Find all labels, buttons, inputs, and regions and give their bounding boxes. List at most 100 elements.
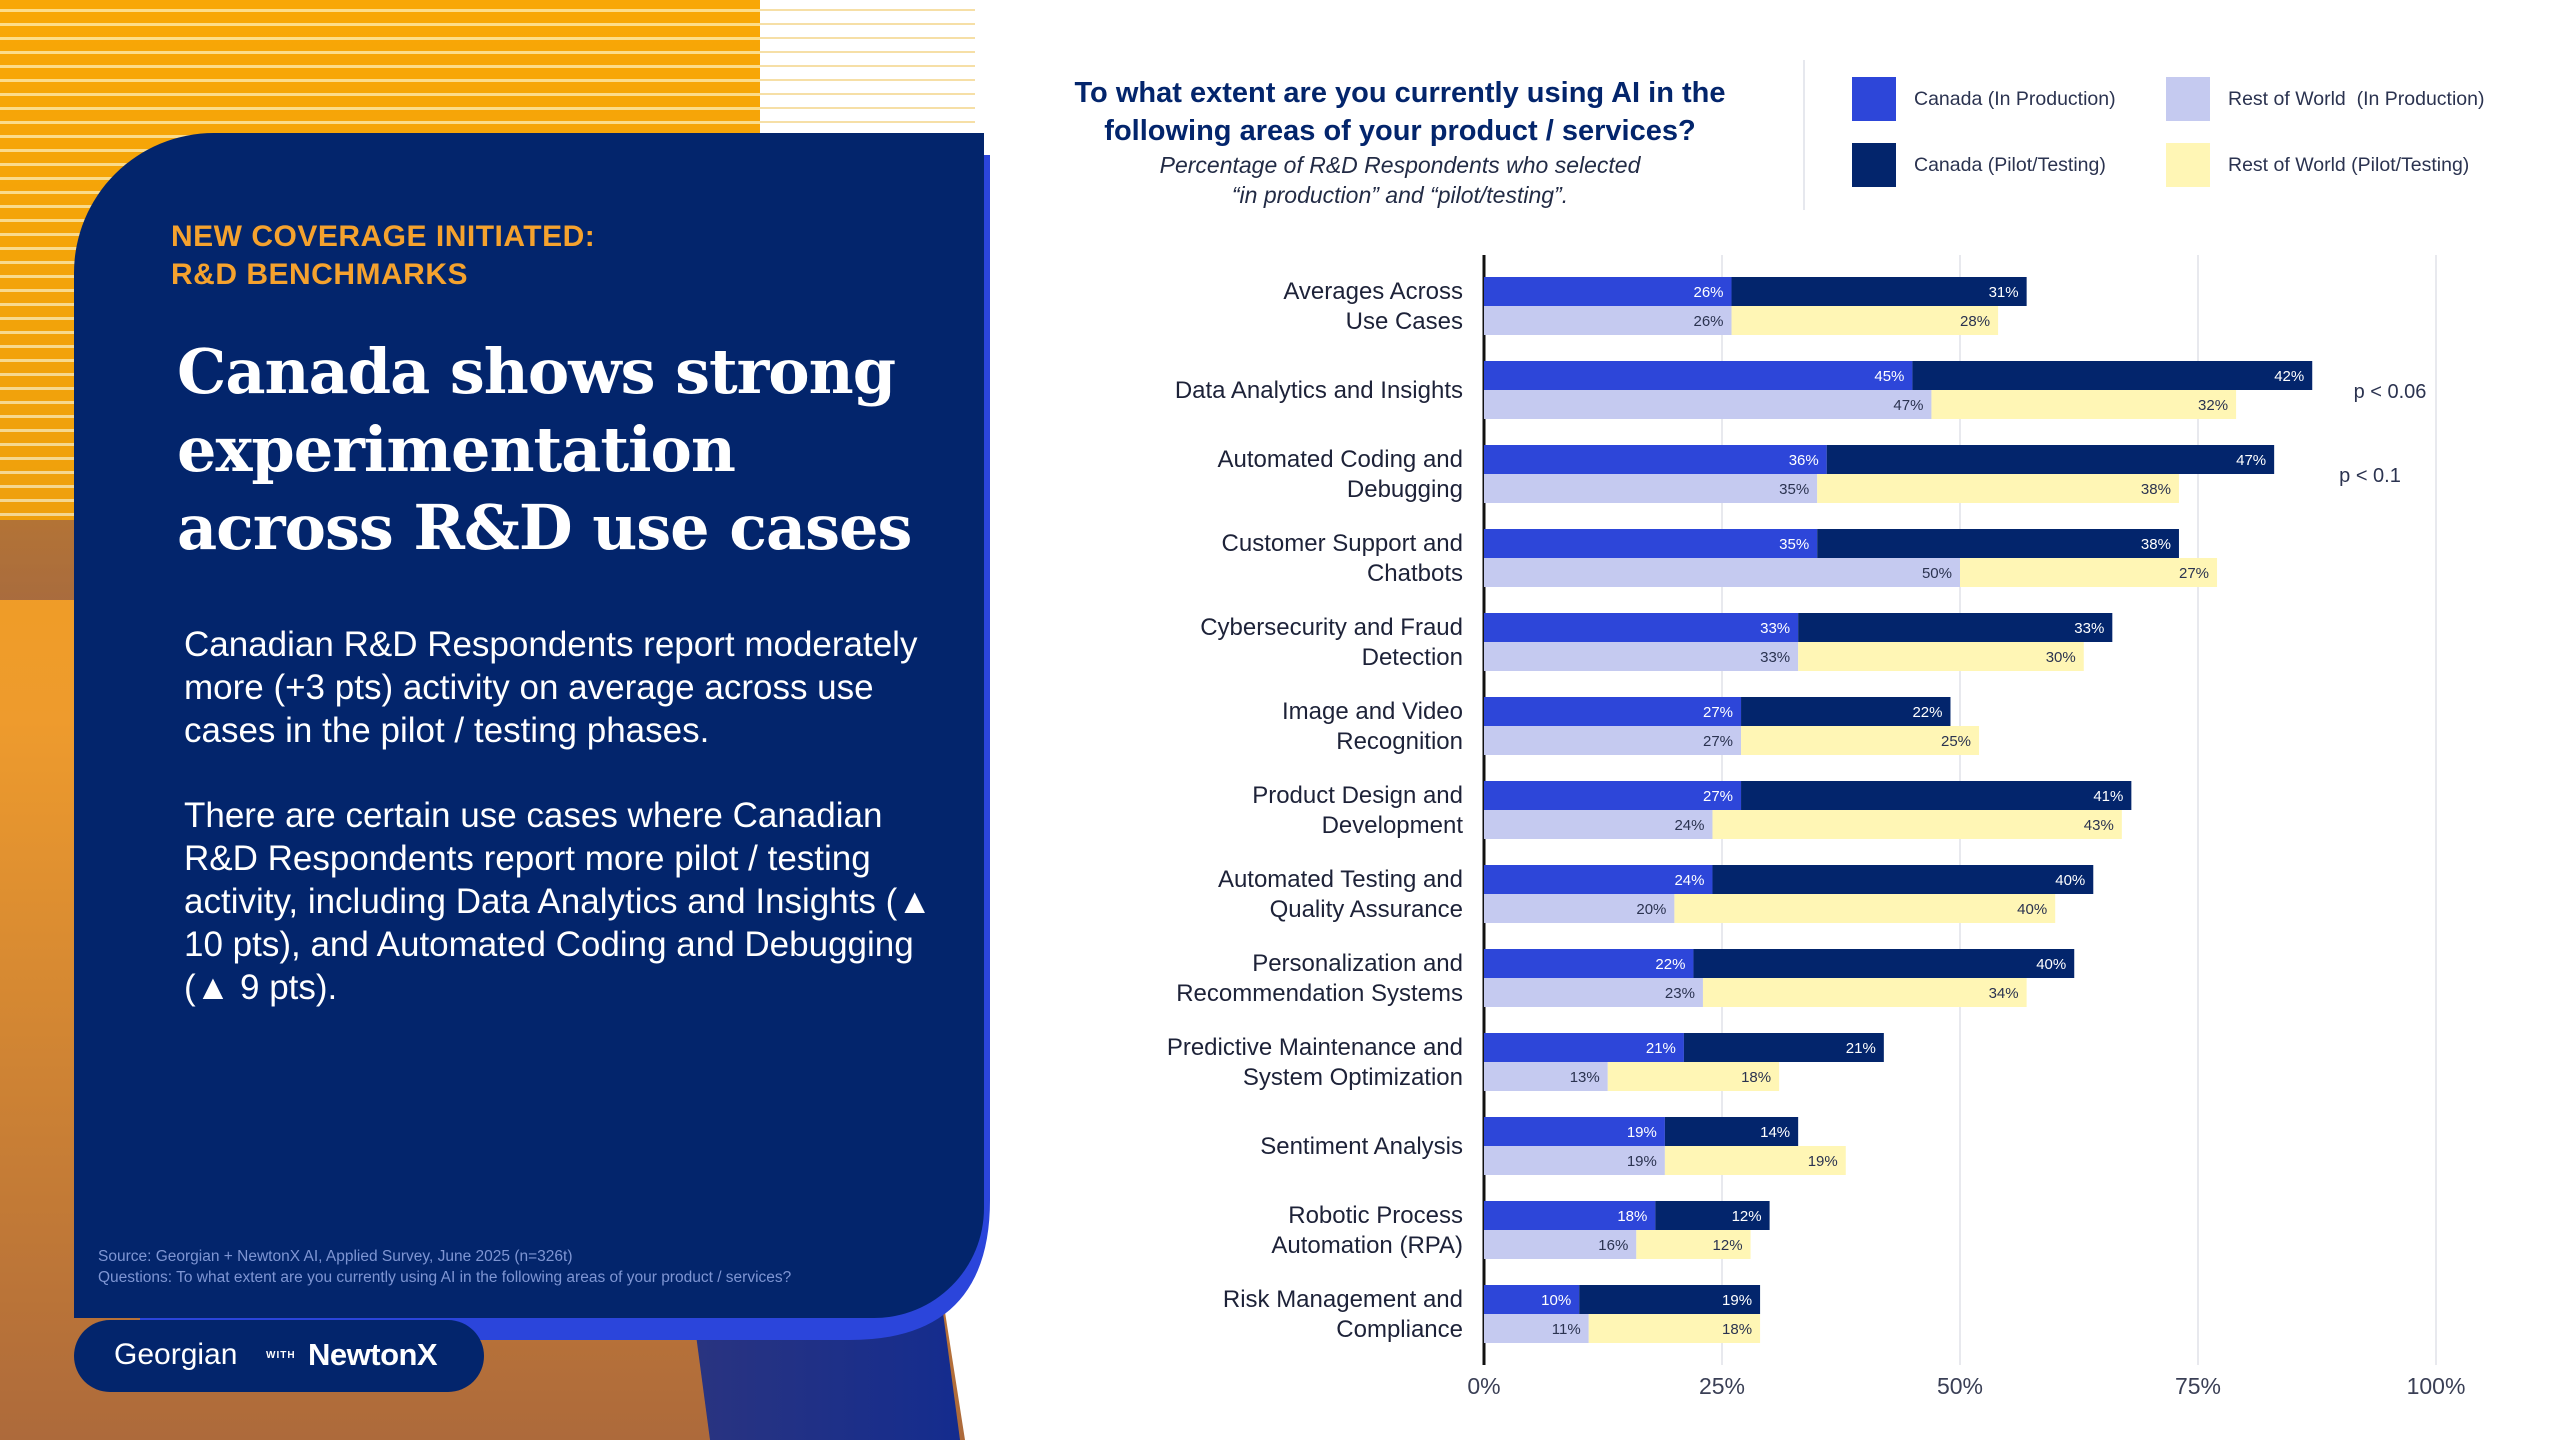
category-label: Development bbox=[1322, 812, 1464, 839]
bar-row-pilot bbox=[1664, 1146, 1846, 1175]
legend-label: Canada (In Production) bbox=[1914, 88, 2116, 110]
bar-canada-pilot bbox=[1693, 949, 2075, 978]
data-label-row-production: 26% bbox=[1693, 313, 1723, 330]
data-label-canada-production: 33% bbox=[1760, 620, 1790, 637]
legend-label: Rest of World (Pilot/Testing) bbox=[2228, 154, 2470, 176]
bar-canada-production bbox=[1484, 1201, 1656, 1230]
data-label-row-pilot: 25% bbox=[1941, 733, 1971, 750]
significance-annotation: p < 0.06 bbox=[2354, 381, 2427, 403]
category-label: Predictive Maintenance and bbox=[1167, 1034, 1463, 1061]
bar-canada-pilot bbox=[1683, 1033, 1884, 1062]
bar-canada-production bbox=[1484, 445, 1827, 474]
data-label-row-production: 20% bbox=[1636, 901, 1666, 918]
data-label-canada-production: 27% bbox=[1703, 704, 1733, 721]
category-label: Recognition bbox=[1336, 728, 1463, 755]
bar-row-pilot bbox=[1702, 978, 2027, 1007]
legend-swatch bbox=[2166, 77, 2210, 121]
bar-row-pilot bbox=[1588, 1314, 1761, 1343]
category-label: Automated Testing and bbox=[1218, 866, 1463, 893]
data-label-canada-production: 22% bbox=[1655, 956, 1685, 973]
bar-row-production bbox=[1484, 642, 1799, 671]
bar-canada-production bbox=[1484, 277, 1732, 306]
category-label: Product Design and bbox=[1252, 782, 1463, 809]
bar-row-pilot bbox=[1960, 558, 2218, 587]
x-tick-label: 75% bbox=[2175, 1373, 2221, 1399]
source-line: Source: Georgian + NewtonX AI, Applied S… bbox=[98, 1248, 573, 1265]
data-label-row-production: 13% bbox=[1570, 1069, 1600, 1086]
data-label-row-pilot: 40% bbox=[2017, 901, 2047, 918]
x-tick-label: 0% bbox=[1467, 1373, 1500, 1399]
data-label-canada-pilot: 42% bbox=[2274, 368, 2304, 385]
bar-row-production bbox=[1484, 1146, 1665, 1175]
bar-canada-pilot bbox=[1741, 781, 2132, 810]
data-label-canada-production: 24% bbox=[1674, 872, 1704, 889]
category-label: Averages Across bbox=[1283, 278, 1463, 305]
bar-row-production bbox=[1484, 1062, 1608, 1091]
data-label-canada-production: 10% bbox=[1541, 1292, 1571, 1309]
bar-row-production bbox=[1484, 390, 1932, 419]
data-label-canada-production: 36% bbox=[1789, 452, 1819, 469]
bar-row-pilot bbox=[1636, 1230, 1751, 1259]
bar-row-production bbox=[1484, 474, 1818, 503]
bar-row-pilot bbox=[1607, 1062, 1780, 1091]
data-label-row-production: 16% bbox=[1598, 1237, 1628, 1254]
bar-canada-pilot bbox=[1826, 445, 2275, 474]
bar-row-pilot bbox=[1798, 642, 2084, 671]
bar-canada-pilot bbox=[1912, 361, 2313, 390]
legend-label: Canada (Pilot/Testing) bbox=[1914, 154, 2106, 176]
data-label-canada-pilot: 31% bbox=[1989, 284, 2019, 301]
bar-canada-pilot bbox=[1817, 529, 2179, 558]
bar-row-pilot bbox=[1674, 894, 2056, 923]
bar-canada-production bbox=[1484, 697, 1742, 726]
data-label-canada-pilot: 12% bbox=[1732, 1208, 1762, 1225]
chart-title: To what extent are you currently using A… bbox=[1074, 77, 1726, 147]
category-label: Risk Management and bbox=[1223, 1286, 1463, 1313]
data-label-row-pilot: 18% bbox=[1722, 1321, 1752, 1338]
summary-paragraph-1: Canadian R&D Respondents report moderate… bbox=[184, 625, 918, 750]
significance-annotation: p < 0.1 bbox=[2339, 465, 2401, 487]
bar-canada-pilot bbox=[1798, 613, 2113, 642]
data-label-row-pilot: 34% bbox=[1989, 985, 2019, 1002]
bar-canada-pilot bbox=[1655, 1201, 1770, 1230]
data-label-canada-pilot: 40% bbox=[2036, 956, 2066, 973]
bar-row-pilot bbox=[1731, 306, 1999, 335]
data-label-row-pilot: 38% bbox=[2141, 481, 2171, 498]
data-label-canada-pilot: 14% bbox=[1760, 1124, 1790, 1141]
bar-canada-pilot bbox=[1664, 1117, 1799, 1146]
bar-canada-production bbox=[1484, 781, 1742, 810]
category-label: Personalization and bbox=[1252, 950, 1463, 977]
data-label-row-pilot: 18% bbox=[1741, 1069, 1771, 1086]
category-label: System Optimization bbox=[1243, 1064, 1463, 1091]
category-label: Sentiment Analysis bbox=[1260, 1133, 1463, 1160]
bar-row-production bbox=[1484, 894, 1675, 923]
data-label-canada-pilot: 21% bbox=[1846, 1040, 1876, 1057]
data-label-canada-pilot: 41% bbox=[2093, 788, 2123, 805]
data-label-row-production: 11% bbox=[1552, 1321, 1581, 1338]
newtonx-logo: NewtonX bbox=[308, 1337, 438, 1372]
data-label-row-pilot: 27% bbox=[2179, 565, 2209, 582]
data-label-canada-production: 35% bbox=[1779, 536, 1809, 553]
page-title: Canada shows strong experimentation acro… bbox=[177, 335, 912, 564]
data-label-row-production: 24% bbox=[1674, 817, 1704, 834]
category-label: Chatbots bbox=[1367, 560, 1463, 587]
legend-swatch bbox=[2166, 143, 2210, 187]
data-label-row-pilot: 12% bbox=[1713, 1237, 1743, 1254]
bar-row-pilot bbox=[1817, 474, 2179, 503]
summary-text: Canadian R&D Respondents report moderate… bbox=[184, 623, 944, 1051]
data-label-row-pilot: 43% bbox=[2084, 817, 2114, 834]
bar-canada-production bbox=[1484, 949, 1694, 978]
data-label-canada-pilot: 33% bbox=[2074, 620, 2104, 637]
bar-canada-pilot bbox=[1731, 277, 2027, 306]
bar-canada-production bbox=[1484, 1285, 1580, 1314]
data-label-canada-pilot: 47% bbox=[2236, 452, 2266, 469]
data-label-canada-production: 18% bbox=[1617, 1208, 1647, 1225]
bar-canada-production bbox=[1484, 613, 1799, 642]
category-label: Detection bbox=[1362, 644, 1463, 671]
x-tick-label: 50% bbox=[1937, 1373, 1983, 1399]
data-label-canada-pilot: 38% bbox=[2141, 536, 2171, 553]
questions-line: Questions: To what extent are you curren… bbox=[98, 1269, 792, 1286]
legend-label: Rest of World (In Production) bbox=[2228, 88, 2485, 110]
bar-canada-production bbox=[1484, 361, 1913, 390]
data-label-canada-production: 19% bbox=[1627, 1124, 1657, 1141]
category-label: Debugging bbox=[1347, 476, 1463, 503]
